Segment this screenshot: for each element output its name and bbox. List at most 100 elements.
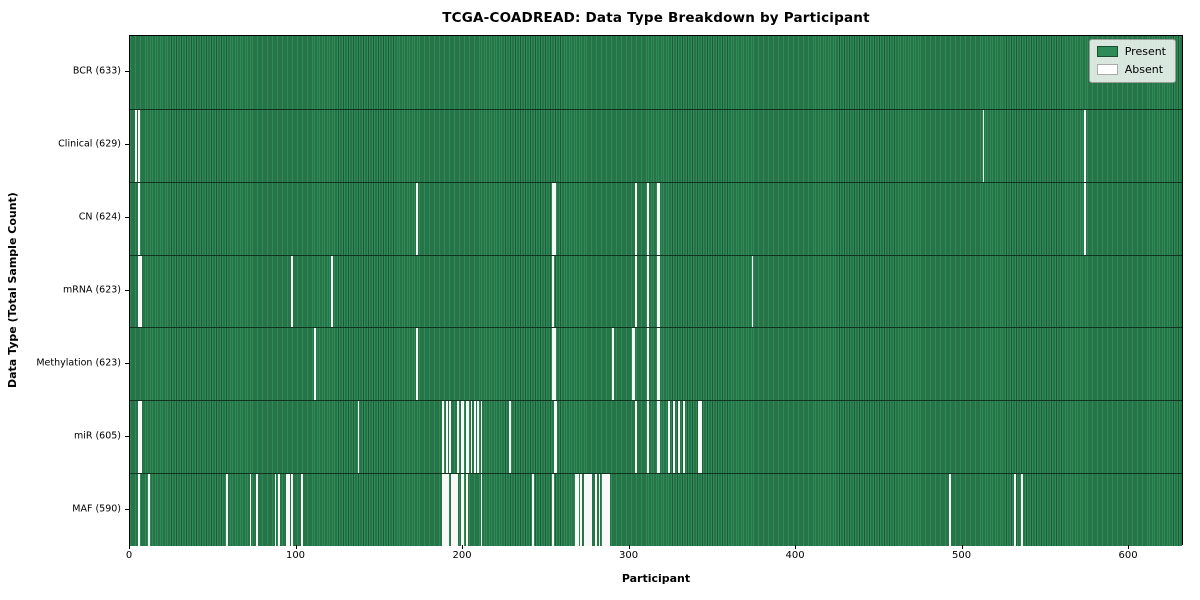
absent-stripe — [249, 474, 252, 546]
absent-stripe — [462, 401, 465, 474]
x-axis-label: Participant — [621, 572, 691, 585]
absent-stripe — [1020, 474, 1023, 546]
absent-stripe — [465, 474, 468, 546]
y-tick-label-mir: miR (605) — [73, 430, 121, 442]
absent-stripe — [658, 255, 661, 328]
y-tick-label-clinical: Clinical (629) — [58, 138, 121, 150]
absent-stripe — [608, 474, 611, 546]
absent-stripe — [585, 474, 588, 546]
absent-stripe — [477, 401, 480, 474]
x-tick-label-0: 0 — [125, 550, 133, 561]
y-tick-label-maf: MAF (590) — [72, 503, 121, 515]
legend-item-present: Present — [1096, 45, 1166, 58]
absent-stripe — [301, 474, 303, 546]
x-tick-label-300: 300 — [618, 550, 639, 561]
x-tick-mark — [961, 545, 963, 549]
absent-stripe — [605, 474, 608, 546]
absent-stripe — [357, 401, 360, 474]
absent-stripe — [553, 328, 556, 401]
x-tick-label-600: 600 — [1118, 550, 1138, 561]
absent-stripe — [587, 474, 589, 546]
absent-stripe — [1083, 182, 1086, 255]
absent-stripe — [590, 474, 593, 546]
chart-title: TCGA-COADREAD: Data Type Breakdown by Pa… — [442, 10, 870, 26]
absent-stripe — [646, 255, 649, 328]
absent-stripe — [575, 474, 578, 546]
absent-stripe — [415, 328, 418, 401]
absent-stripe — [673, 401, 676, 474]
x-tick-mark — [462, 545, 464, 549]
y-tick-label-bcr: BCR (633) — [72, 65, 121, 77]
legend-label-present: Present — [1124, 45, 1166, 58]
absent-stripe — [982, 109, 985, 182]
absent-stripe — [577, 474, 579, 546]
x-tick-label-500: 500 — [951, 550, 972, 561]
absent-stripe — [138, 255, 141, 328]
x-tick-label-200: 200 — [452, 550, 472, 561]
absent-stripe — [595, 474, 598, 546]
legend-item-absent: Absent — [1096, 63, 1166, 76]
absent-stripe — [583, 474, 586, 546]
absent-stripe — [480, 474, 483, 546]
absent-stripe — [635, 401, 638, 474]
absent-stripe — [658, 401, 661, 474]
row-maf — [130, 473, 1182, 546]
y-tick-label-methylation: Methylation (623) — [36, 357, 121, 369]
absent-stripe — [606, 474, 609, 546]
absent-stripe — [226, 474, 229, 546]
absent-stripe — [445, 474, 448, 546]
absent-stripe — [452, 474, 455, 546]
absent-stripe — [658, 182, 661, 255]
absent-stripe — [449, 401, 451, 474]
absent-stripe — [700, 401, 702, 474]
absent-stripe — [1014, 474, 1016, 546]
row-methylation — [130, 327, 1182, 401]
legend-label-absent: Absent — [1124, 63, 1164, 76]
absent-stripe — [138, 182, 141, 255]
absent-stripe — [460, 401, 463, 474]
absent-stripe — [291, 255, 293, 328]
row-mir — [130, 400, 1182, 474]
absent-stripe — [658, 328, 661, 401]
absent-stripe — [656, 182, 659, 255]
absent-stripe — [553, 401, 556, 474]
plot-area — [129, 35, 1183, 546]
absent-stripe — [656, 401, 659, 474]
row-cn — [130, 181, 1182, 255]
absent-stripe — [442, 474, 445, 546]
absent-stripe — [508, 401, 511, 474]
absent-stripe — [678, 401, 681, 474]
absent-stripe — [444, 474, 446, 546]
x-tick-mark — [129, 545, 130, 549]
row-bcr — [130, 36, 1182, 109]
absent-stripe — [139, 255, 142, 328]
absent-stripe — [134, 109, 137, 182]
absent-swatch-icon — [1096, 64, 1118, 75]
absent-stripe — [603, 474, 606, 546]
absent-stripe — [668, 401, 671, 474]
absent-stripe — [633, 328, 636, 401]
present-swatch-icon — [1096, 46, 1118, 57]
y-tick-mark — [125, 290, 129, 291]
absent-stripe — [291, 474, 293, 546]
absent-stripe — [553, 182, 556, 255]
absent-stripe — [656, 328, 659, 401]
absent-stripe — [447, 474, 450, 546]
absent-stripe — [415, 182, 418, 255]
x-tick-mark — [295, 545, 297, 549]
absent-stripe — [465, 401, 468, 474]
y-tick-mark — [125, 217, 129, 218]
x-tick-mark — [1128, 545, 1130, 549]
absent-stripe — [635, 182, 638, 255]
y-tick-mark — [125, 509, 129, 510]
absent-stripe — [138, 474, 141, 546]
absent-stripe — [462, 474, 465, 546]
absent-stripe — [646, 401, 649, 474]
absent-stripe — [454, 474, 456, 546]
absent-stripe — [138, 401, 141, 474]
absent-stripe — [286, 474, 289, 546]
x-tick-mark — [795, 545, 797, 549]
absent-stripe — [138, 109, 141, 182]
y-tick-label-mrna: mRNA (623) — [62, 284, 121, 296]
